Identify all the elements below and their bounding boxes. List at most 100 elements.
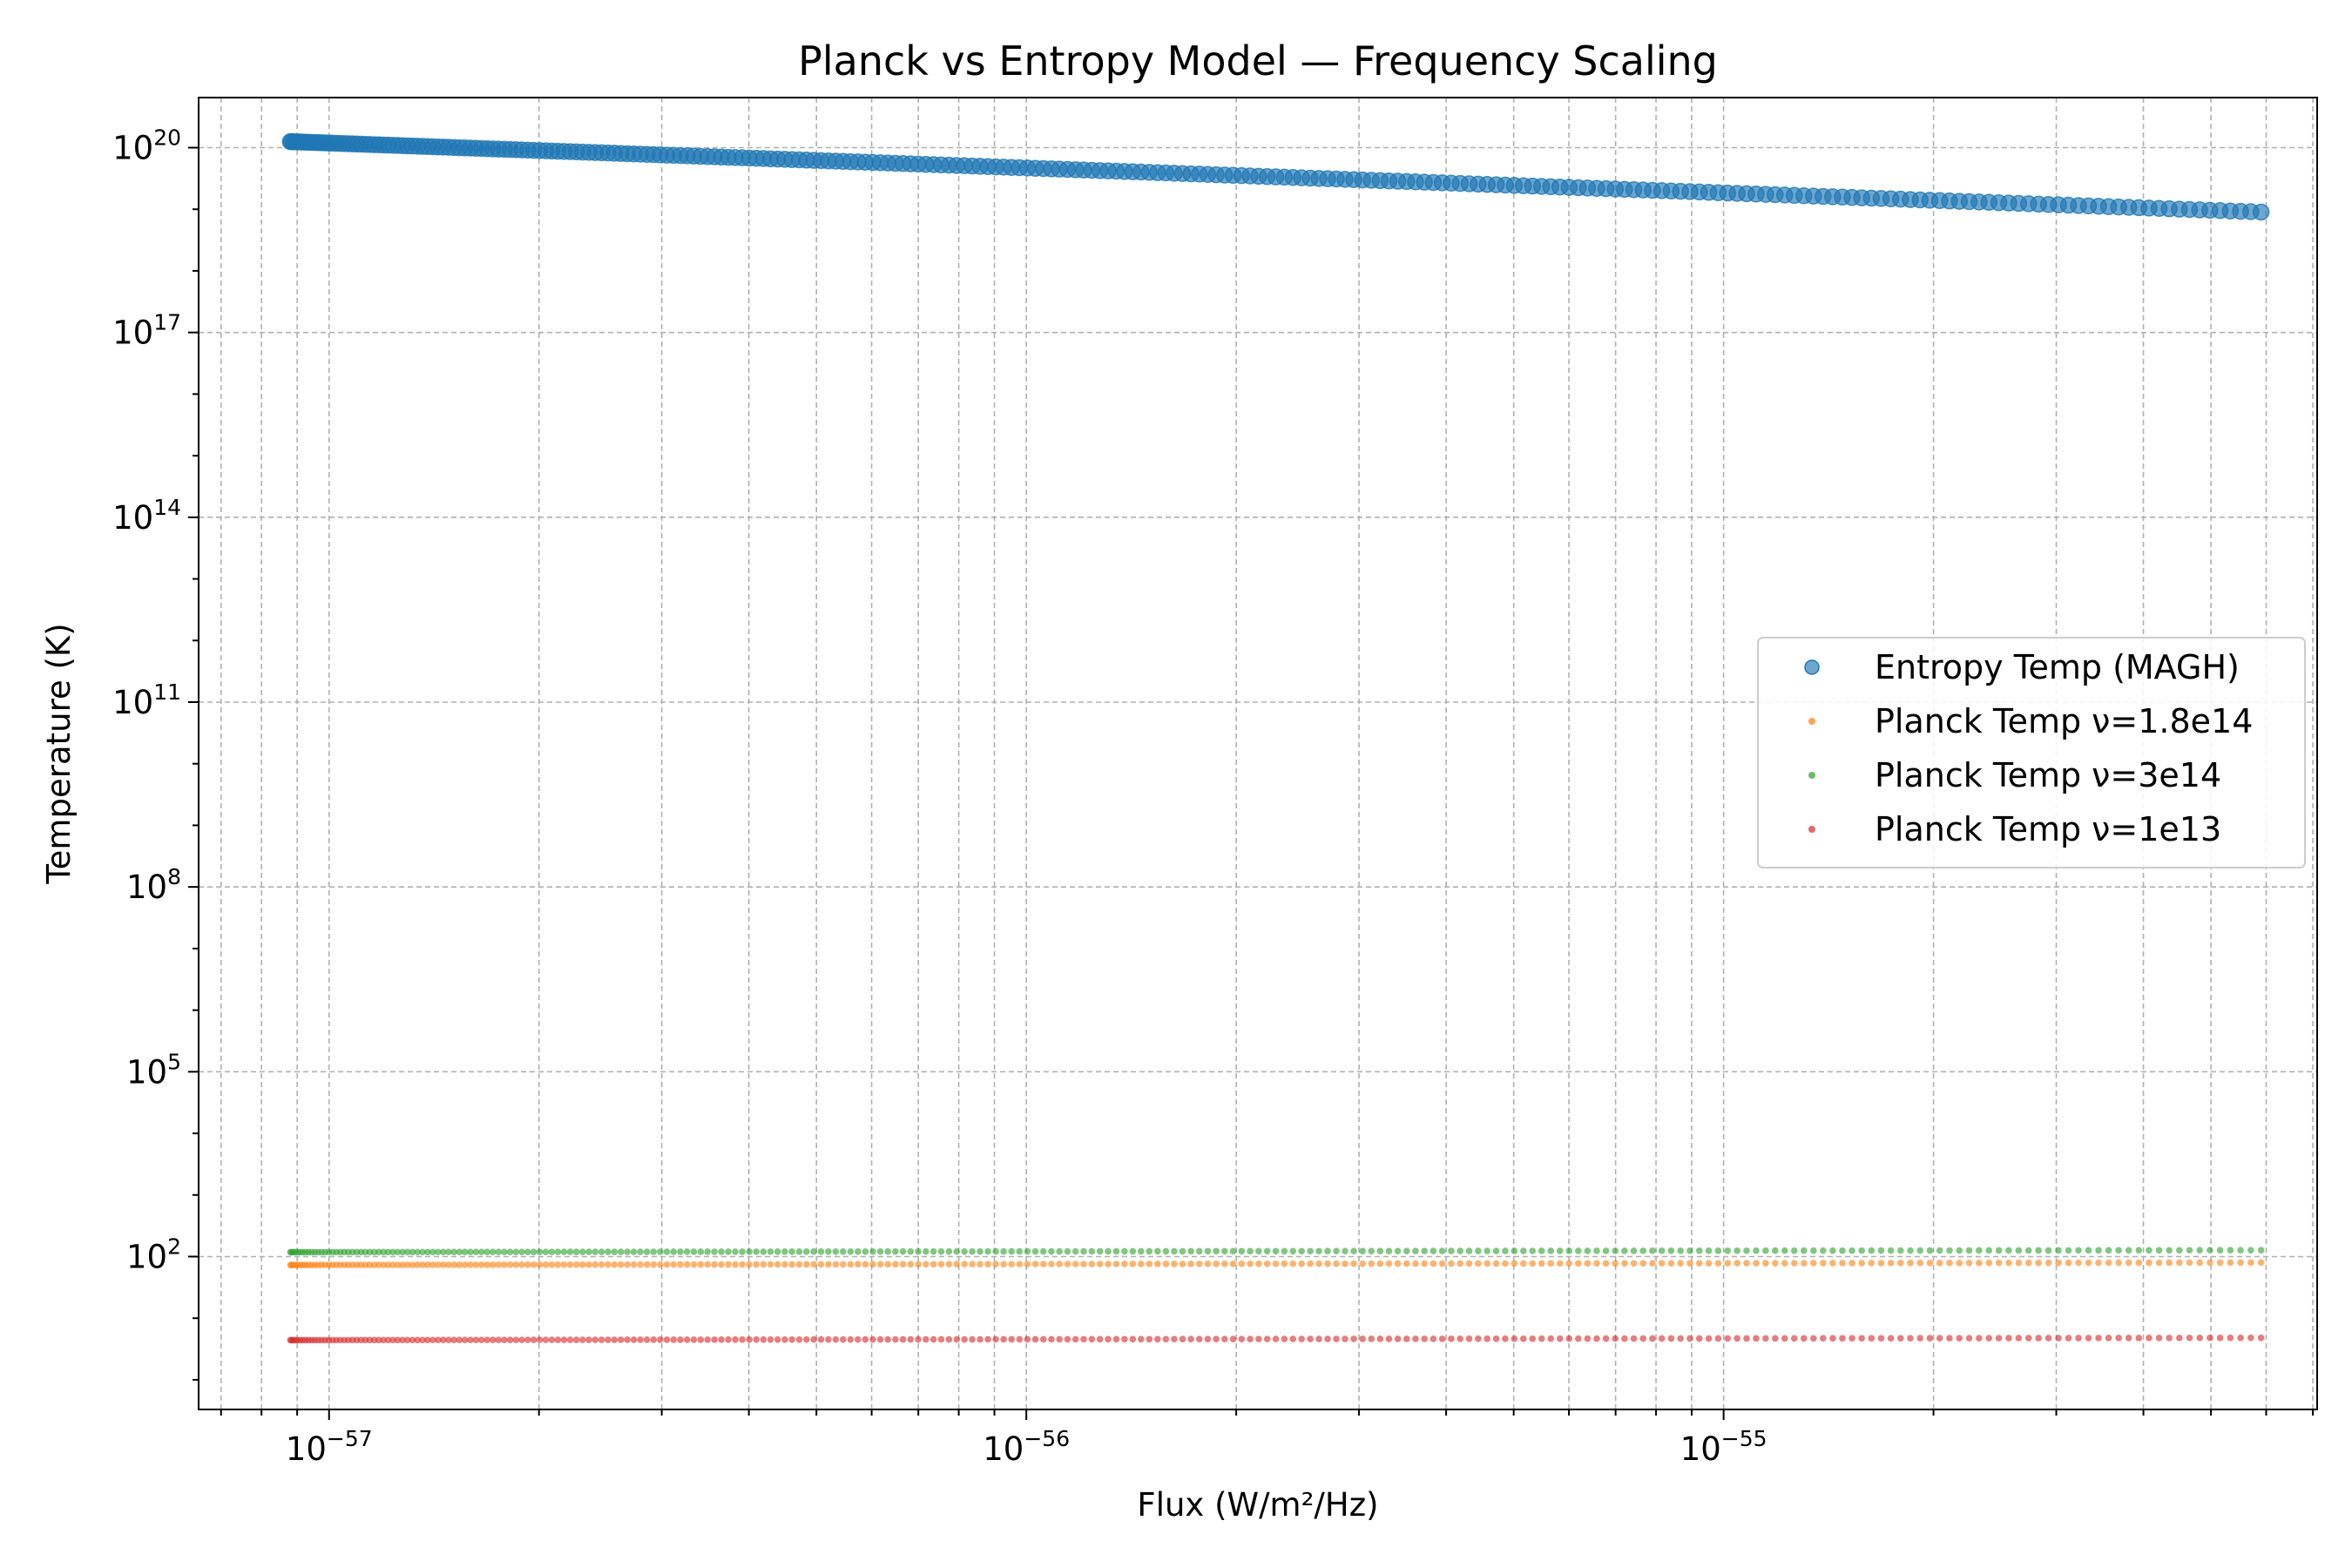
planck-point (1438, 1335, 1446, 1342)
entropy-point (2252, 203, 2270, 221)
legend-marker (1808, 826, 1815, 833)
planck-point (1677, 1247, 1684, 1254)
planck-point (984, 1335, 991, 1343)
planck-point (670, 1336, 678, 1343)
planck-point (1121, 1335, 1128, 1343)
planck-point (637, 1248, 644, 1255)
planck-point (767, 1335, 774, 1343)
planck-point (1429, 1335, 1437, 1342)
planck-point (1575, 1335, 1582, 1342)
planck-point (1088, 1260, 1096, 1267)
planck-point (394, 1336, 402, 1344)
planck-point (585, 1260, 592, 1268)
planck-point (1359, 1335, 1366, 1342)
planck-point (477, 1261, 485, 1268)
planck-point (847, 1247, 855, 1255)
planck-point (704, 1336, 712, 1343)
planck-point (1848, 1260, 1855, 1267)
planck-point (1667, 1335, 1675, 1342)
planck-point (560, 1336, 568, 1343)
planck-point (472, 1248, 480, 1256)
planck-point (579, 1336, 586, 1343)
planck-point (1008, 1260, 1016, 1267)
planck-point (2085, 1247, 2092, 1254)
planck-point (1024, 1260, 1031, 1267)
planck-point (1324, 1247, 1331, 1255)
planck-point (1402, 1260, 1410, 1267)
planck-point (1762, 1247, 1769, 1254)
planck-point (389, 1336, 396, 1344)
planck-point (1829, 1260, 1836, 1267)
planck-point (683, 1336, 691, 1343)
planck-point (1887, 1260, 1895, 1267)
planck-point (650, 1260, 658, 1268)
planck-point (1272, 1335, 1280, 1342)
planck-point (1056, 1247, 1063, 1255)
planck-point (429, 1248, 436, 1256)
planck-point (1187, 1260, 1194, 1267)
planck-point (2227, 1335, 2234, 1342)
planck-point (1511, 1260, 1518, 1267)
planck-point (1465, 1260, 1473, 1267)
planck-point (554, 1260, 562, 1268)
tick-layer: 10−57 10−56 10−55 102 105 108 1011 1014 1017 1020 (112, 125, 2315, 1468)
planck-point (718, 1336, 725, 1343)
planck-point (2166, 1259, 2173, 1267)
planck-point (1359, 1260, 1366, 1267)
planck-point (1762, 1335, 1769, 1342)
planck-point (1121, 1247, 1128, 1255)
planck-point (1502, 1335, 1509, 1342)
planck-point (591, 1336, 599, 1343)
planck-point (2247, 1334, 2254, 1342)
planck-point (450, 1336, 457, 1344)
planck-point (1848, 1247, 1855, 1254)
planck-point (1263, 1247, 1271, 1255)
series-2 (287, 1247, 2265, 1256)
planck-point (1511, 1335, 1518, 1342)
planck-point (2065, 1335, 2072, 1342)
planck-point (795, 1335, 803, 1343)
planck-point (524, 1336, 531, 1343)
planck-point (1195, 1260, 1203, 1267)
planck-point (1456, 1335, 1464, 1342)
planck-point (548, 1336, 556, 1343)
planck-point (953, 1260, 961, 1268)
planck-point (977, 1260, 983, 1267)
planck-point (1429, 1247, 1437, 1254)
planck-point (1658, 1247, 1666, 1254)
planck-point (1456, 1260, 1464, 1267)
planck-point (1612, 1335, 1619, 1342)
planck-point (419, 1248, 426, 1256)
planck-point (1402, 1335, 1410, 1342)
planck-point (1926, 1260, 1934, 1267)
planck-point (817, 1260, 825, 1268)
planck-point (1368, 1335, 1375, 1342)
planck-point (1839, 1247, 1846, 1254)
planck-point (774, 1248, 781, 1255)
planck-point (1936, 1247, 1943, 1254)
planck-point (1129, 1247, 1137, 1255)
planck-point (937, 1260, 945, 1268)
planck-point (637, 1336, 644, 1343)
planck-point (380, 1336, 388, 1344)
planck-point (992, 1335, 999, 1343)
planck-point (825, 1335, 832, 1343)
planck-point (1800, 1260, 1808, 1267)
planck-point (560, 1248, 568, 1255)
planck-point (1762, 1260, 1769, 1267)
planck-point (1529, 1247, 1537, 1254)
planck-point (1048, 1247, 1055, 1255)
planck-point (518, 1336, 525, 1343)
planck-point (2075, 1247, 2082, 1254)
legend-marker (1804, 659, 1820, 675)
planck-point (605, 1248, 612, 1255)
x-tick-label: 10−55 (1680, 1426, 1767, 1468)
planck-point (1492, 1247, 1500, 1254)
planck-point (409, 1336, 416, 1344)
planck-point (394, 1248, 402, 1256)
planck-point (1714, 1247, 1722, 1254)
planck-point (977, 1247, 983, 1255)
planck-point (1255, 1260, 1262, 1267)
planck-point (1204, 1260, 1212, 1267)
planck-point (1985, 1259, 1992, 1267)
